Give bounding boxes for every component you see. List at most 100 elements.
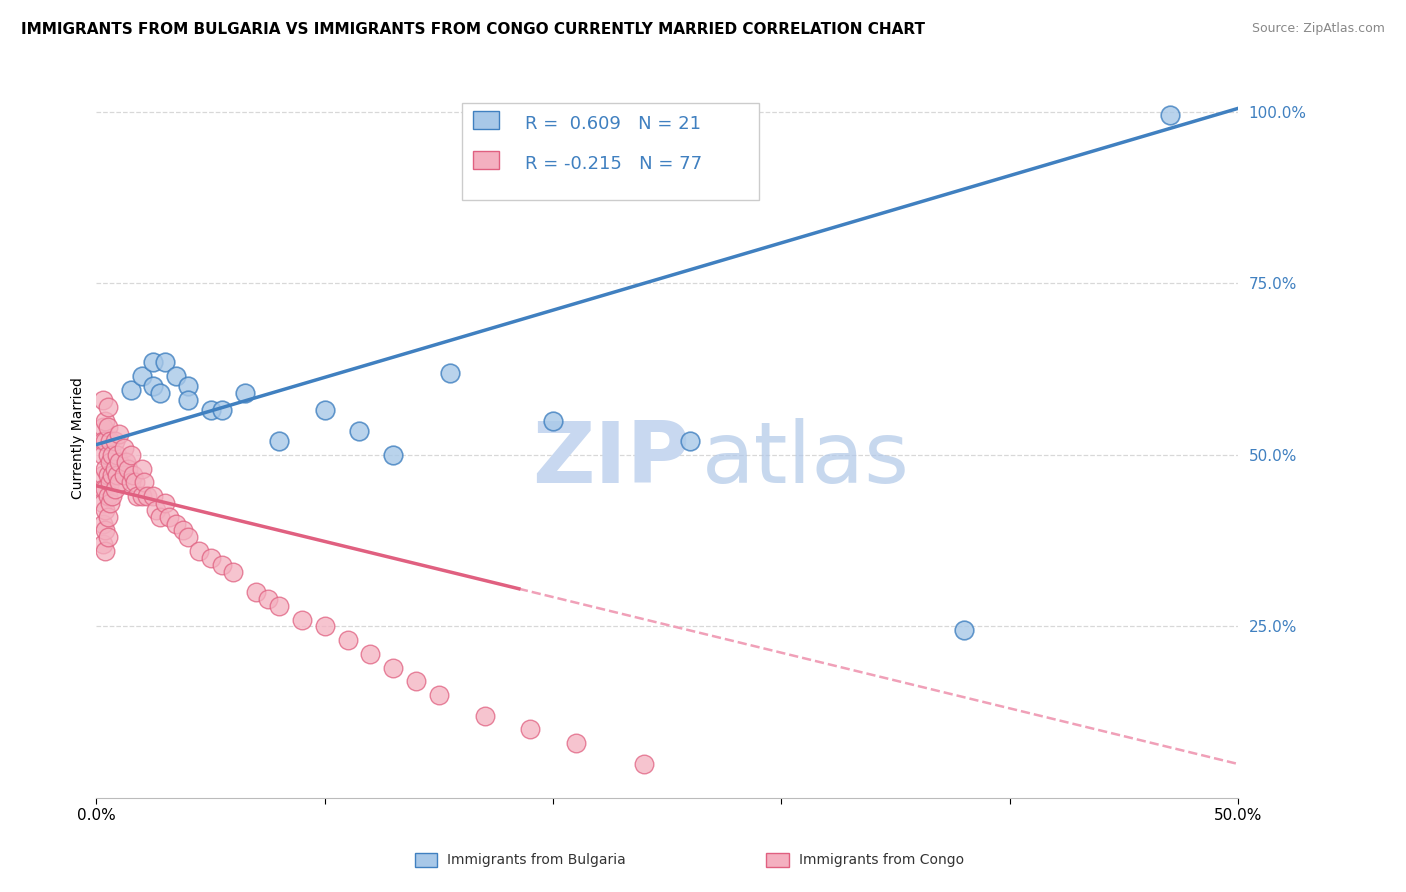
Text: Source: ZipAtlas.com: Source: ZipAtlas.com [1251,22,1385,36]
Point [120,383,142,397]
Point [94,503,117,517]
Point [336,633,359,648]
Point [439,366,461,380]
Point [91,392,114,407]
Point [91,537,114,551]
Point [159,509,181,524]
Point [405,674,427,689]
Point [211,403,233,417]
Point [165,516,187,531]
Point [222,565,245,579]
Point [211,558,233,572]
Point [94,524,117,538]
Point [97,530,120,544]
Point [131,369,153,384]
Point [256,592,278,607]
FancyBboxPatch shape [474,151,499,169]
Point [108,455,131,469]
Point [427,688,450,702]
Point [91,482,114,496]
Point [176,379,198,393]
Point [115,455,138,469]
Text: Immigrants from Congo: Immigrants from Congo [799,853,963,867]
Point [953,623,976,637]
Point [142,379,165,393]
Text: atlas: atlas [702,417,910,501]
Point [149,509,172,524]
Point [97,468,120,483]
FancyBboxPatch shape [461,103,759,200]
Point [153,496,176,510]
Point [134,475,156,490]
Point [347,424,370,438]
Point [104,461,127,475]
Point [105,448,128,462]
Point [541,414,564,428]
Point [122,468,145,483]
Point [101,468,124,483]
Point [474,708,496,723]
Text: R = -0.215   N = 77: R = -0.215 N = 77 [524,154,702,172]
Point [108,427,131,442]
Point [94,544,117,558]
Point [104,482,127,496]
Point [291,613,314,627]
Point [314,403,336,417]
Point [165,369,187,384]
Point [91,434,114,449]
Point [633,756,655,771]
Point [131,489,153,503]
Point [124,475,146,490]
Point [120,475,142,490]
Text: ZIP: ZIP [533,417,690,501]
Point [101,448,124,462]
Point [382,448,405,462]
Point [112,441,135,455]
Point [200,403,222,417]
Point [149,386,172,401]
Y-axis label: Currently Married: Currently Married [72,376,86,499]
Point [200,550,222,565]
Point [135,489,157,503]
Text: IMMIGRANTS FROM BULGARIA VS IMMIGRANTS FROM CONGO CURRENTLY MARRIED CORRELATION : IMMIGRANTS FROM BULGARIA VS IMMIGRANTS F… [21,22,925,37]
Point [131,461,153,475]
Point [97,400,120,414]
Point [233,386,256,401]
Point [94,414,117,428]
Point [101,489,124,503]
Point [91,516,114,531]
Point [679,434,702,449]
Point [142,489,165,503]
Point [359,647,381,661]
Point [519,723,541,737]
Point [176,530,198,544]
Point [153,355,176,369]
Point [1159,108,1181,122]
Point [245,585,267,599]
Point [98,475,121,490]
Point [314,619,336,633]
Point [94,482,117,496]
Point [91,420,114,434]
Point [94,434,117,449]
Point [104,434,127,449]
Point [267,434,290,449]
Point [105,468,128,483]
Point [91,448,114,462]
Text: R =  0.609   N = 21: R = 0.609 N = 21 [524,115,700,133]
Point [117,461,139,475]
Point [382,661,405,675]
Point [98,455,121,469]
Point [112,468,135,483]
Point [127,489,149,503]
Point [145,503,167,517]
Point [176,392,198,407]
Point [97,489,120,503]
Point [97,448,120,462]
Point [97,420,120,434]
Point [267,599,290,613]
Point [188,544,211,558]
Point [98,434,121,449]
Point [91,496,114,510]
Point [98,496,121,510]
